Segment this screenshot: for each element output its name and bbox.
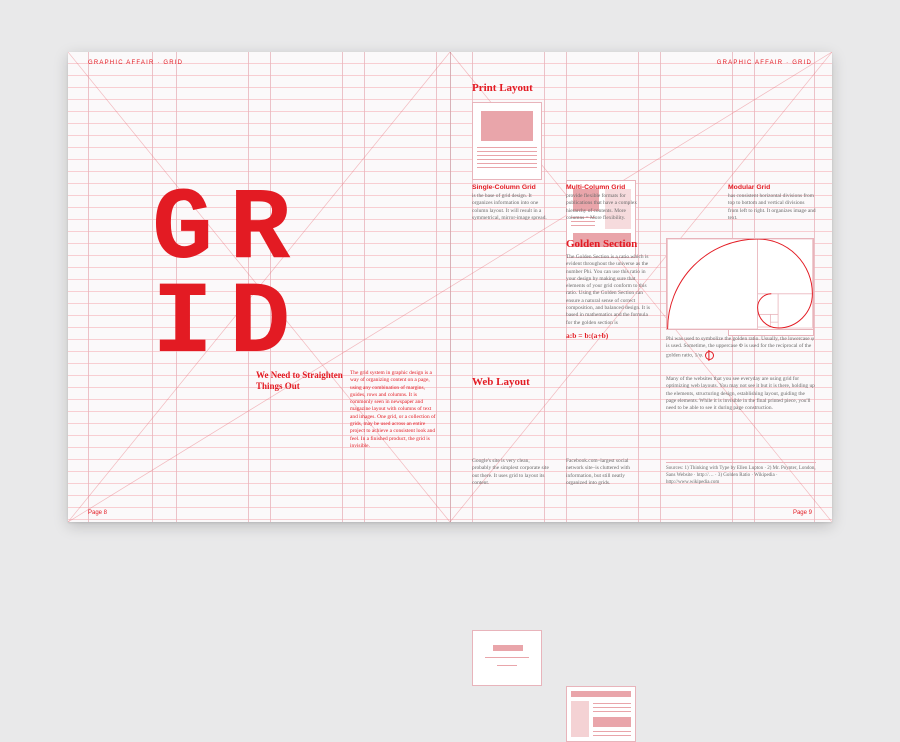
web-heading: Web Layout <box>472 376 530 388</box>
web-sources: Sources: 1) Thinking with Type by Ellen … <box>666 462 816 486</box>
print-item-1: Multi-Column Grid provide flexible forma… <box>566 184 644 222</box>
golden-body: The Golden Section is a ratio which is e… <box>566 254 650 327</box>
web-item-0: Google's site is very clean, probably th… <box>472 458 550 487</box>
hero-g: G <box>152 184 215 278</box>
thumb-single-column <box>472 102 542 180</box>
golden-formula: a:b = b:(a+b) <box>566 331 650 340</box>
print-item-2: Modular Grid has consistent horizontal d… <box>728 184 816 222</box>
print-item-0: Single-Column Grid is the base of grid d… <box>472 184 550 222</box>
golden-spiral-svg <box>667 239 813 329</box>
web-body: Many of the websites that you see everyd… <box>666 376 816 412</box>
hero-tagline: We Need to Straighten Things Out <box>256 370 344 393</box>
running-head-left: GRAPHIC AFFAIR · GRID <box>88 60 183 66</box>
hero-i: I <box>152 278 215 372</box>
golden-section: Golden Section The Golden Section is a r… <box>566 238 650 340</box>
hero-r: R <box>229 184 292 278</box>
hero-d: D <box>229 278 292 372</box>
print-heading: Print Layout <box>472 82 533 94</box>
page-spread: GRAPHIC AFFAIR · GRID GRAPHIC AFFAIR · G… <box>68 52 832 522</box>
print-item-0-body: is the base of grid design. It organizes… <box>472 193 550 222</box>
spread-gutter <box>450 52 451 522</box>
golden-caption: Phi was used to symbolize the golden rat… <box>666 336 816 360</box>
thumb-web-google <box>472 630 542 686</box>
phi-icon <box>705 351 714 360</box>
print-item-1-title: Multi-Column Grid <box>566 184 644 191</box>
golden-heading: Golden Section <box>566 238 650 250</box>
print-item-1-body: provide flexible formats for publication… <box>566 193 644 222</box>
folio-right: Page 9 <box>793 510 812 516</box>
running-head-right: GRAPHIC AFFAIR · GRID <box>717 60 812 66</box>
print-item-2-body: has consistent horizontal divisions from… <box>728 193 816 222</box>
print-item-2-title: Modular Grid <box>728 184 816 191</box>
hero-intro: The grid system in graphic design is a w… <box>350 370 436 450</box>
thumb-web-facebook <box>566 686 636 742</box>
print-section: Print Layout <box>472 82 533 98</box>
web-section: Web Layout <box>472 376 530 392</box>
hero-title: GR ID <box>152 184 382 372</box>
web-item-1: Facebook.com–largest social network site… <box>566 458 644 487</box>
golden-spiral <box>666 238 814 330</box>
folio-left: Page 8 <box>88 510 107 516</box>
print-item-0-title: Single-Column Grid <box>472 184 550 191</box>
